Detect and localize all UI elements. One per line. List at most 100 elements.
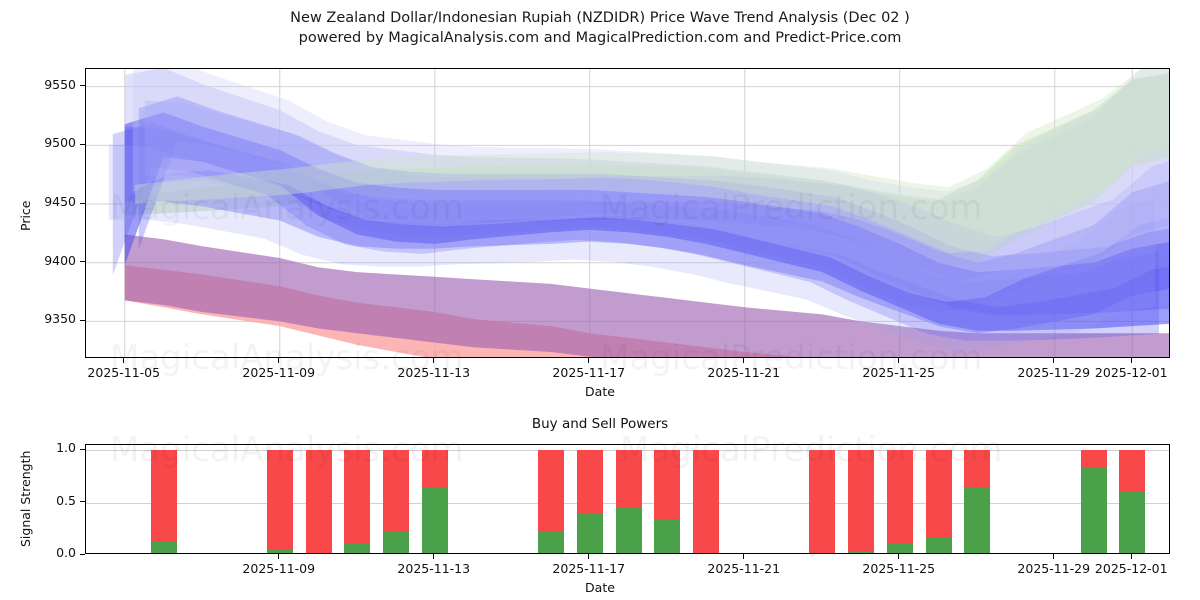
signal-xtick-label: 2025-11-17 [552,561,626,576]
signal-xtick-mark [743,554,745,559]
price-ytick-label: 9400 [44,252,76,268]
price-xtick-mark [588,358,590,363]
price-xtick-mark [433,358,435,363]
bar-sell-power [1119,450,1146,493]
bar-sell-power [344,450,371,544]
signal-plot-area [85,444,1170,554]
price-xtick-label: 2025-11-05 [87,365,161,380]
signal-ytick-label: 0.0 [56,545,76,560]
signal-ytick-mark [80,501,85,503]
bar-buy-power [344,543,371,553]
band-core-blue-band-echo [112,122,1159,341]
signal-ytick-mark [80,448,85,450]
bar-buy-power [964,486,991,553]
signal-xtick-mark [1053,554,1055,559]
price-ytick-mark [80,261,85,263]
band-core-blue-band [124,112,1169,331]
signal-chart-panel: Buy and Sell Powers MagicalAnalysis.comM… [0,412,1200,600]
bar-sell-power [1080,450,1107,469]
bar-buy-power [654,520,681,553]
band-purple-band [124,234,1169,357]
bar-sell-power [848,450,874,551]
page-title: New Zealand Dollar/Indonesian Rupiah (NZ… [0,8,1200,48]
price-ytick-label: 9450 [44,194,76,210]
bar-sell-power [654,450,681,521]
signal-xtick-label: 2025-11-13 [397,561,471,576]
title-line-2: powered by MagicalAnalysis.com and Magic… [298,30,902,46]
bar-buy-power [1080,468,1107,553]
bar-sell-power [538,450,564,532]
signal-xtick-label: 2025-12-01 [1094,561,1168,576]
signal-xtick-label: 2025-11-25 [862,561,936,576]
bar-sell-power [809,450,836,553]
price-ytick-mark [80,143,85,145]
price-plot-area [85,68,1170,358]
signal-ytick-label: 1.0 [56,440,76,456]
bar-sell-power [383,450,409,532]
band-outer-upper-band-echo [132,69,1169,302]
band-lavender-band-echo [144,100,1169,308]
bar-buy-power [421,486,448,553]
price-ytick-mark [80,85,85,87]
bar-buy-power [615,507,642,553]
signal-xtick-label: 2025-11-09 [242,561,316,576]
band-green-band [124,75,1169,266]
signal-xtick-label: 2025-11-21 [707,561,781,576]
bar-sell-power [421,450,448,487]
price-xtick-label: 2025-11-25 [862,365,936,380]
price-xtick-mark [278,358,280,363]
bar-buy-power [886,543,913,553]
bar-sell-power [615,450,642,508]
price-xtick-mark [123,358,125,363]
bar-sell-power [886,450,913,544]
bar-sell-power [266,450,293,550]
signal-chart-title: Buy and Sell Powers [531,416,669,432]
price-ytick-label: 9550 [44,76,76,92]
signal-xaxis-label: Date [585,580,615,595]
signal-xtick-mark [1130,554,1132,559]
price-xtick-label: 2025-11-29 [1017,365,1091,380]
band-green-band-echo [134,69,1169,254]
signal-xtick-mark [278,554,280,559]
price-yaxis-label: Price [18,200,33,232]
price-xtick-mark [898,358,900,363]
price-wave-bands [86,69,1169,357]
signal-yaxis-label: Signal Strength [18,450,33,547]
signal-ytick-mark [80,553,85,555]
band-lavender-band-echo [108,144,1155,352]
bar-sell-power [964,450,991,487]
signal-xtick-mark [433,554,435,559]
price-xtick-mark [1130,358,1132,363]
signal-ytick-label: 0.5 [56,492,76,508]
price-xtick-label: 2025-12-01 [1094,365,1168,380]
bar-sell-power [150,450,177,543]
price-xaxis-label: Date [585,384,615,399]
price-ytick-mark [80,319,85,322]
bar-buy-power [848,550,874,553]
bar-buy-power [925,537,952,553]
signal-xtick-mark [588,554,590,559]
bar-buy-power [1119,492,1146,553]
price-chart-panel: MagicalAnalysis.comMagicalPrediction.com… [0,48,1200,399]
price-ytick-label: 9500 [44,135,76,151]
bar-buy-power [576,514,603,553]
bar-buy-power [383,531,409,553]
price-xtick-label: 2025-11-09 [242,365,316,380]
title-line-1: New Zealand Dollar/Indonesian Rupiah (NZ… [290,10,910,26]
signal-xtick-mark [898,554,900,559]
signal-xtick-label: 2025-11-29 [1017,561,1091,576]
price-xtick-label: 2025-11-17 [552,365,626,380]
price-xtick-label: 2025-11-21 [707,365,781,380]
bar-sell-power [576,450,603,515]
price-ytick-label: 9350 [44,311,76,327]
bar-buy-power [150,542,177,553]
bar-sell-power [925,450,952,538]
bar-buy-power [538,531,564,553]
bar-sell-power [693,450,719,553]
price-xtick-mark [1053,358,1055,363]
bar-buy-power [266,549,293,553]
price-xtick-mark [743,358,745,363]
price-xtick-label: 2025-11-13 [397,365,471,380]
bar-sell-power [305,450,332,553]
